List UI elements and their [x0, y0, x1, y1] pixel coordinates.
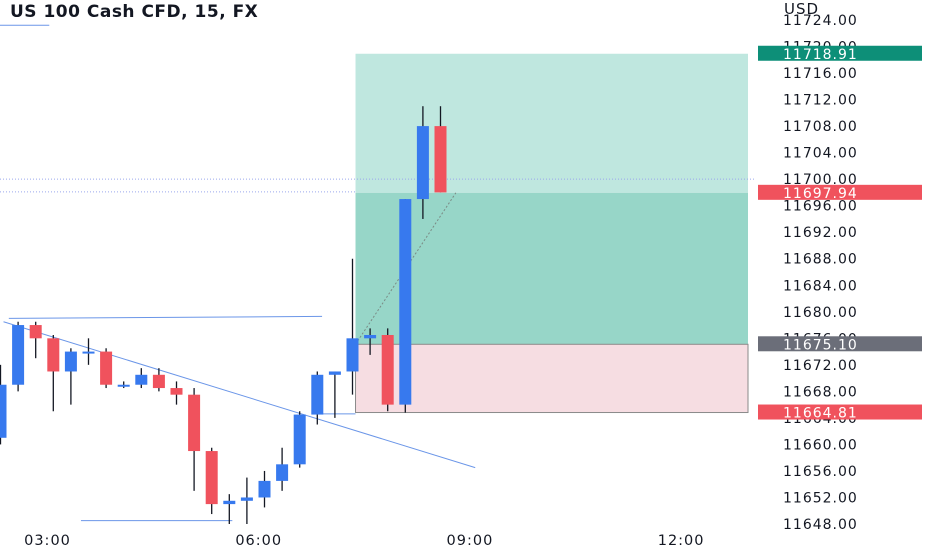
candle-body: [276, 464, 289, 481]
candle-body: [0, 384, 7, 438]
y-tick-label: 11692.00: [783, 225, 858, 241]
y-tick-label: 11668.00: [783, 384, 858, 400]
y-tick-label: 11700.00: [783, 172, 858, 188]
price-badge-text-stop: 11664.81: [783, 406, 858, 422]
candle-body: [82, 351, 95, 354]
currency-label: USD: [784, 0, 820, 18]
price-badge-stop: [758, 404, 922, 420]
candles: [0, 106, 447, 524]
y-tick-label: 11652.00: [783, 490, 858, 506]
trendlines[interactable]: [0, 24, 755, 522]
y-tick-label: 11680.00: [783, 305, 858, 321]
candle-body: [293, 414, 306, 465]
candle-body: [346, 338, 359, 372]
candle-body: [328, 371, 341, 375]
candle-body: [29, 325, 42, 339]
profit-zone-upper: [355, 53, 748, 193]
profit-zone-filled: [355, 192, 748, 345]
price-badge-text-target: 11718.91: [783, 47, 858, 63]
price-badge-target: [758, 45, 922, 61]
candle-body: [416, 126, 429, 200]
y-tick-label: 11684.00: [783, 278, 858, 294]
candle-body: [240, 497, 253, 501]
price-badge-entry: [758, 336, 922, 352]
candle-body: [223, 500, 236, 505]
y-tick-label: 11672.00: [783, 358, 858, 374]
y-tick-label: 11716.00: [783, 66, 858, 82]
candle-body: [170, 388, 183, 395]
time-axis: 03:00 06:00 09:00 12:00: [24, 533, 705, 549]
candle-body: [100, 351, 113, 385]
position-zones[interactable]: [355, 53, 749, 414]
price-badge-current: [758, 184, 922, 200]
candle-body: [399, 199, 412, 405]
price-badge-text-current: 11697.94: [783, 186, 858, 202]
y-tick-label: 11708.00: [783, 119, 858, 135]
candle-body: [205, 451, 218, 505]
candle-body: [135, 374, 148, 385]
price-badge-text-entry: 11675.10: [783, 337, 858, 353]
loss-zone: [355, 343, 749, 414]
candle-body: [311, 374, 324, 415]
candle-body: [117, 384, 130, 387]
candle-body: [258, 480, 271, 498]
trendline-2: [8, 315, 323, 319]
x-tick-label: 09:00: [447, 533, 494, 549]
y-tick-label: 11688.00: [783, 252, 858, 268]
candle-body: [381, 335, 394, 405]
price-axis: 11724.0011720.0011716.0011712.0011708.00…: [783, 13, 858, 533]
candle-body: [364, 335, 377, 339]
trendline-1: [3, 321, 476, 469]
candle-body: [64, 351, 77, 372]
candle-body: [152, 374, 165, 389]
y-tick-label: 11696.00: [783, 199, 858, 215]
y-tick-label: 11724.00: [783, 13, 858, 29]
candle-body: [188, 394, 201, 452]
x-tick-label: 06:00: [235, 533, 282, 549]
chart-title: US 100 Cash CFD, 15, FX: [10, 2, 259, 22]
candle-body: [47, 338, 60, 372]
y-tick-label: 11660.00: [783, 437, 858, 453]
x-tick-label: 12:00: [658, 533, 705, 549]
y-tick-label: 11712.00: [783, 93, 858, 109]
price-labels: 11718.91 11697.94 11675.10 11664.81: [758, 45, 922, 422]
x-tick-label: 03:00: [24, 533, 71, 549]
y-tick-label: 11656.00: [783, 464, 858, 480]
y-tick-label: 11704.00: [783, 146, 858, 162]
candle-body: [434, 126, 447, 193]
candle-body: [12, 325, 25, 385]
y-tick-label: 11648.00: [783, 517, 858, 533]
